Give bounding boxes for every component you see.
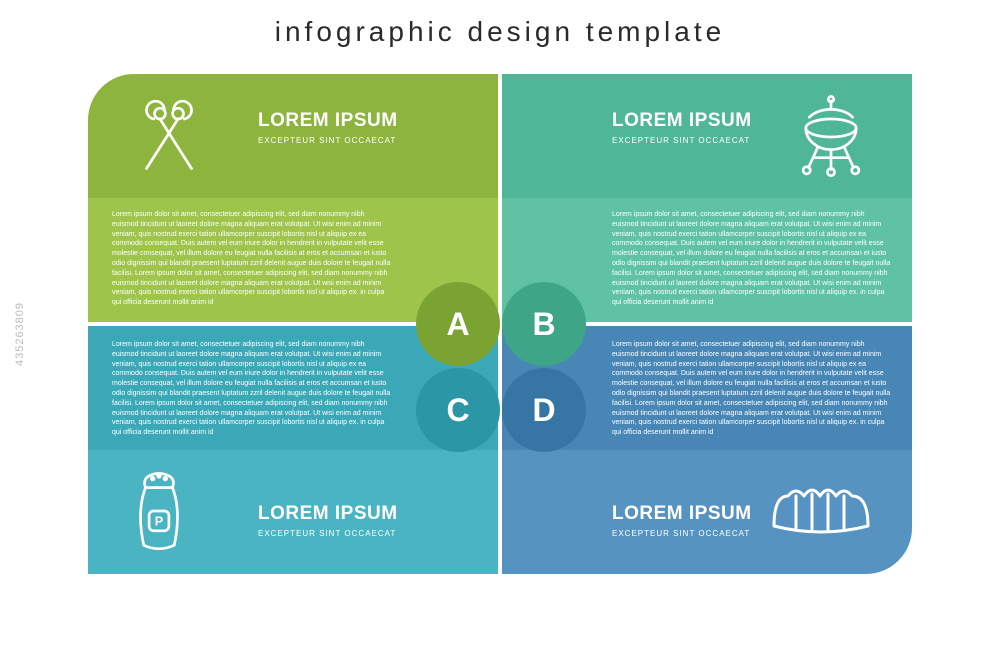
badge-c-letter: C bbox=[446, 392, 469, 429]
card-a-title: LOREM IPSUM bbox=[258, 110, 398, 132]
card-c-heading: LOREM IPSUM EXCEPTEUR SINT OCCAECAT bbox=[258, 503, 398, 538]
badge-a-letter: A bbox=[446, 306, 469, 343]
pepper-shaker-icon: P bbox=[124, 466, 194, 556]
card-d-heading: LOREM IPSUM EXCEPTEUR SINT OCCAECAT bbox=[612, 503, 752, 538]
ribs-icon bbox=[766, 476, 876, 546]
card-a: LOREM IPSUM EXCEPTEUR SINT OCCAECAT Lore… bbox=[88, 74, 498, 322]
card-b-heading: LOREM IPSUM EXCEPTEUR SINT OCCAECAT bbox=[612, 110, 752, 145]
card-b-sub: EXCEPTEUR SINT OCCAECAT bbox=[612, 136, 752, 145]
skewers-icon bbox=[124, 92, 214, 182]
card-b: LOREM IPSUM EXCEPTEUR SINT OCCAECAT Lore… bbox=[502, 74, 912, 322]
card-c-sub: EXCEPTEUR SINT OCCAECAT bbox=[258, 529, 398, 538]
badge-b-letter: B bbox=[532, 306, 555, 343]
card-a-heading: LOREM IPSUM EXCEPTEUR SINT OCCAECAT bbox=[258, 110, 398, 145]
grill-icon bbox=[786, 92, 876, 182]
card-d: Lorem ipsum dolor sit amet, consectetuer… bbox=[502, 326, 912, 574]
card-c-title: LOREM IPSUM bbox=[258, 503, 398, 525]
card-d-title: LOREM IPSUM bbox=[612, 503, 752, 525]
card-a-sub: EXCEPTEUR SINT OCCAECAT bbox=[258, 136, 398, 145]
badge-c: C bbox=[416, 368, 500, 452]
card-c: Lorem ipsum dolor sit amet, consectetuer… bbox=[88, 326, 498, 574]
card-a-body: Lorem ipsum dolor sit amet, consectetuer… bbox=[112, 210, 392, 308]
watermark: 435263809 bbox=[14, 301, 26, 365]
card-b-title: LOREM IPSUM bbox=[612, 110, 752, 132]
badge-d: D bbox=[502, 368, 586, 452]
infographic-grid: LOREM IPSUM EXCEPTEUR SINT OCCAECAT Lore… bbox=[88, 74, 912, 574]
card-c-body: Lorem ipsum dolor sit amet, consectetuer… bbox=[112, 340, 392, 438]
badge-d-letter: D bbox=[532, 392, 555, 429]
card-b-body: Lorem ipsum dolor sit amet, consectetuer… bbox=[612, 210, 892, 308]
card-d-sub: EXCEPTEUR SINT OCCAECAT bbox=[612, 529, 752, 538]
page-title: infographic design template bbox=[0, 16, 1000, 48]
badge-b: B bbox=[502, 282, 586, 366]
card-d-body: Lorem ipsum dolor sit amet, consectetuer… bbox=[612, 340, 892, 438]
badge-a: A bbox=[416, 282, 500, 366]
svg-text:P: P bbox=[155, 514, 163, 528]
